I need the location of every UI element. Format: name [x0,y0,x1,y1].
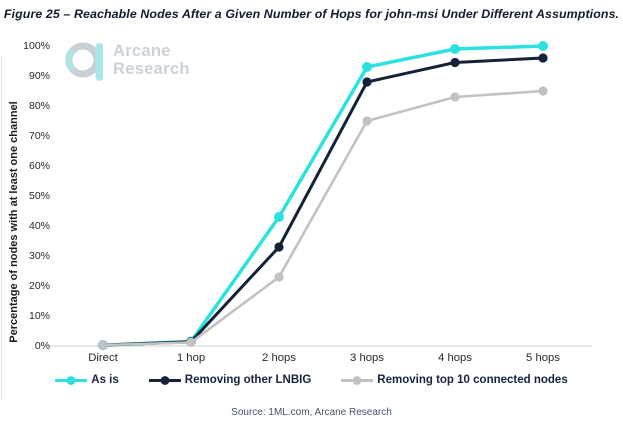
legend-label: Removing top 10 connected nodes [377,374,568,386]
legend-marker-icon [55,375,88,385]
y-tick-label: 100% [23,40,50,52]
data-point-removing-top-10-connected-nodes-3-hops [362,116,372,126]
data-point-removing-top-10-connected-nodes-2-hops [274,272,284,282]
legend-label: As is [91,374,119,386]
x-axis-label-direct: Direct [88,352,118,364]
data-point-removing-other-lnbig-2-hops [274,242,284,252]
data-point-removing-top-10-connected-nodes-4-hops [450,92,460,102]
x-axis-label-5-hops: 5 hops [526,352,560,364]
data-point-removing-other-lnbig-4-hops [450,57,460,68]
y-tick-label: 70% [28,130,50,142]
chart-legend: As is Removing other LNBIG Removing top 10… [0,374,623,386]
data-point-removing-top-10-connected-nodes-5-hops [538,86,548,96]
data-point-removing-top-10-connected-nodes-direct [98,340,108,350]
data-point-as-is-3-hops [362,62,372,72]
arcane-logo-text: Arcane Research [113,42,190,78]
logo-line2: Research [113,60,190,78]
legend-item-removing-top-10-connected-nodes: Removing top 10 connected nodes [341,374,568,386]
y-tick-label: 0% [34,340,50,352]
figure-title: Figure 25 – Reachable Nodes After a Give… [3,7,620,21]
y-tick-label: 10% [28,310,50,322]
y-tick-label: 90% [28,70,50,82]
y-tick-label: 40% [28,220,50,232]
y-tick-label: 80% [28,100,50,112]
arcane-logo-icon [65,42,103,81]
legend-label: Removing other LNBIG [184,374,312,386]
arcane-research-logo: Arcane Research [64,36,190,84]
x-axis-label-4-hops: 4 hops [438,352,472,364]
series-line-as-is [101,44,545,347]
logo-line1: Arcane [113,42,171,60]
legend-marker-icon [148,375,181,385]
legend-item-as-is: As is [55,374,119,386]
data-point-removing-other-lnbig-5-hops [538,53,548,63]
left-border-line [1,55,2,400]
data-point-as-is-2-hops [274,212,284,222]
x-axis-label-3-hops: 3 hops [350,352,384,364]
series-line-removing-top-10-connected-nodes [101,89,545,347]
source-caption: Source: 1ML.com, Arcane Research [231,407,392,418]
data-point-removing-top-10-connected-nodes-1-hop [186,337,196,347]
data-point-as-is-5-hops [538,41,548,51]
legend-item-removing-other-lnbig: Removing other LNBIG [148,374,312,386]
legend-marker-icon [341,375,374,385]
y-tick-label: 30% [28,250,50,262]
y-tick-label: 50% [28,190,50,202]
x-axis-label-2-hops: 2 hops [262,352,296,364]
data-point-removing-other-lnbig-3-hops [362,77,372,87]
y-tick-label: 60% [28,160,50,172]
x-axis-label-1-hop: 1 hop [176,352,206,364]
data-point-as-is-4-hops [450,44,460,54]
y-tick-label: 20% [28,280,50,292]
